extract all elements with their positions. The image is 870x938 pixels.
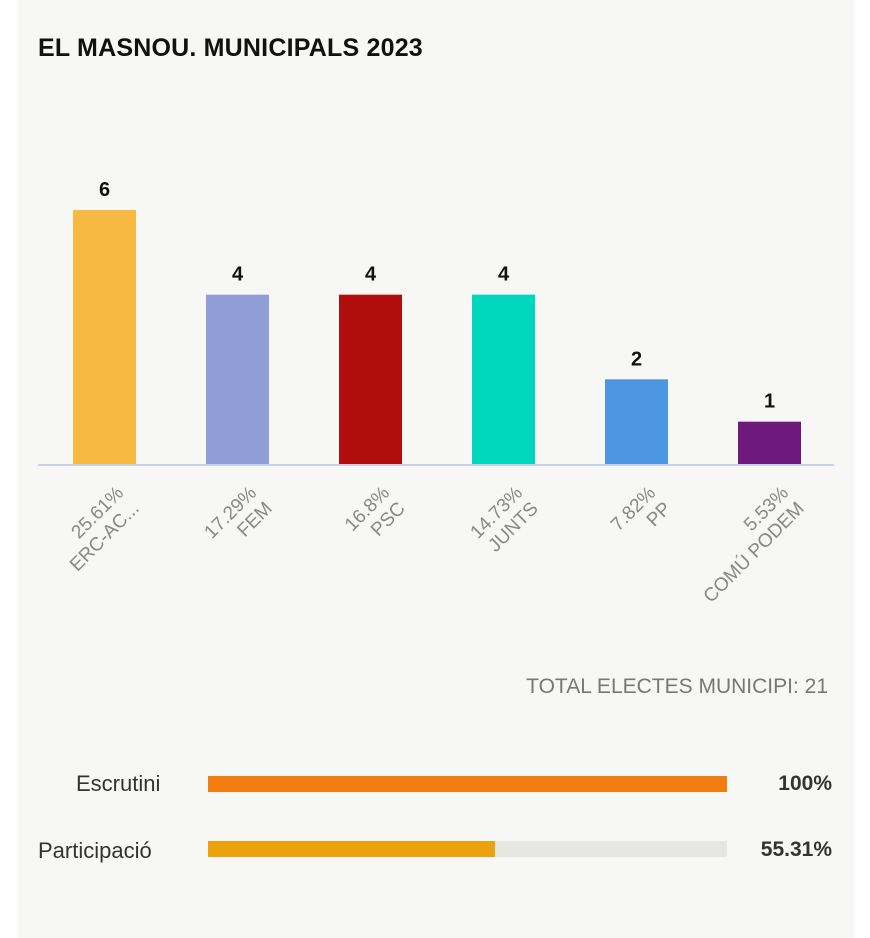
bar-3 xyxy=(472,294,535,464)
escrutini-label: Escrutini xyxy=(76,771,161,796)
participacio-label: Participació xyxy=(38,838,152,863)
escrutini-fill xyxy=(208,776,727,792)
bar-value-label-3: 4 xyxy=(498,264,510,286)
participacio-value: 55.31% xyxy=(760,838,832,861)
bar-5 xyxy=(738,421,801,464)
category-tick-label-4: 7.82%PP xyxy=(607,483,676,536)
bar-0 xyxy=(73,210,136,464)
category-tick-label-5: 5.53%COMÚ PODEM xyxy=(699,483,809,608)
category-tick-label-3: 14.73%JUNTS xyxy=(467,483,543,557)
chart-title: EL MASNOU. MUNICIPALS 2023 xyxy=(38,34,423,62)
category-tick-label-1: 17.29%FEM xyxy=(201,483,277,543)
bar-value-label-4: 2 xyxy=(631,348,642,370)
total-elected-label: TOTAL ELECTES MUNICIPI: 21 xyxy=(526,675,828,698)
escrutini-value: 100% xyxy=(778,772,832,795)
category-tick-label-0: 25.61%ERC-AC... xyxy=(66,483,144,576)
results-card: EL MASNOU. MUNICIPALS 2023 6 25.61% ERC-AC… xyxy=(18,0,854,938)
participacio-fill xyxy=(208,841,496,857)
category-tick-label-2: 16.8%PSC xyxy=(341,483,410,541)
bar-value-label-2: 4 xyxy=(365,264,377,286)
bar-value-label-0: 6 xyxy=(99,179,110,201)
seats-bar-chart: 6 25.61%ERC-AC... 4 17.29%FEM 4 16.8%PSC 4 14.7… xyxy=(38,179,834,608)
bar-4 xyxy=(605,379,668,464)
bar-2 xyxy=(339,294,402,464)
bar-value-label-5: 1 xyxy=(764,391,775,413)
bar-1 xyxy=(206,294,269,464)
bar-value-label-1: 4 xyxy=(232,264,244,286)
escrutini-track xyxy=(208,776,727,792)
participacio-track xyxy=(208,841,727,857)
